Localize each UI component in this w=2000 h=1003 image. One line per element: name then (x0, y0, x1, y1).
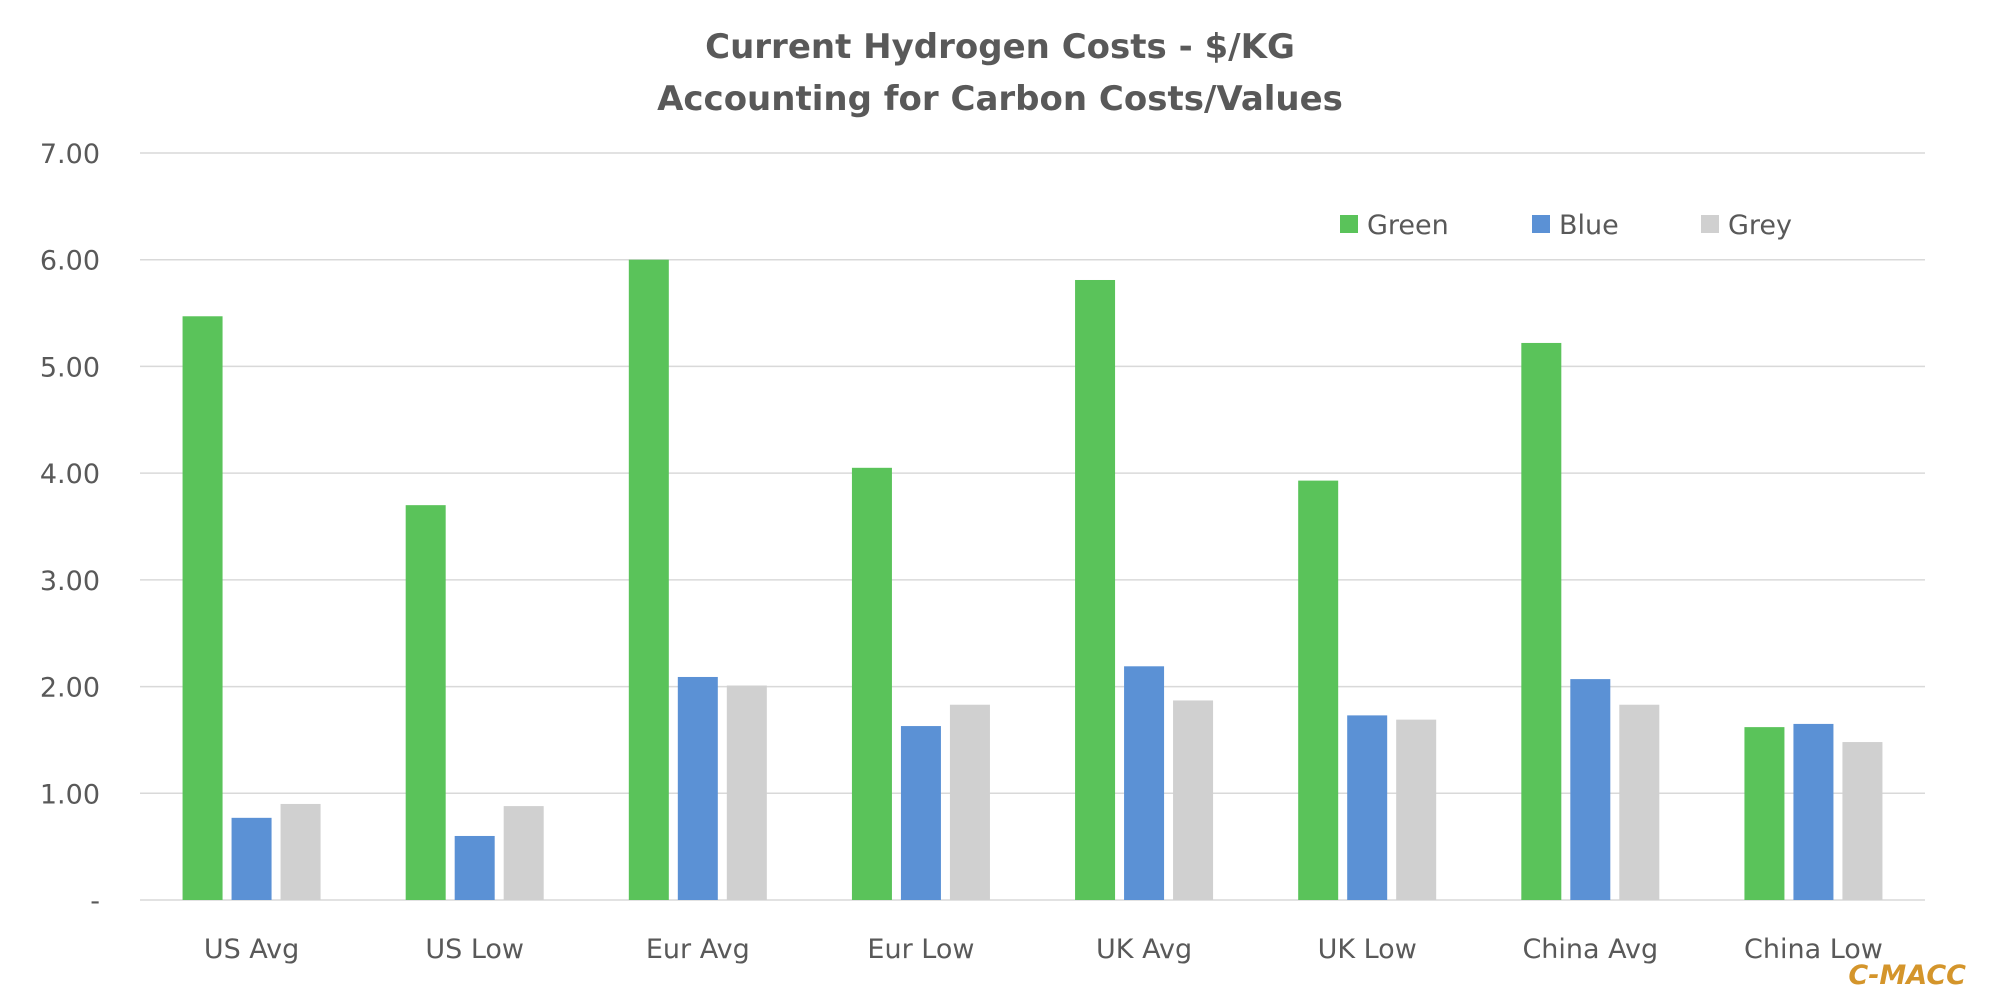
bar-green-us-avg (182, 316, 223, 901)
legend-swatch-grey (1701, 215, 1719, 233)
chart-subtitle: Accounting for Carbon Costs/Values (657, 79, 1343, 119)
legend-label-blue: Blue (1559, 210, 1619, 241)
y-tick-label: 7.00 (40, 139, 100, 170)
x-tick-label: Eur Low (867, 934, 974, 965)
x-tick-label: China Avg (1522, 934, 1658, 965)
x-tick-label: US Avg (204, 934, 300, 965)
bar-green-eur-low (851, 467, 892, 900)
y-tick-label: 5.00 (40, 352, 100, 383)
y-tick-label: - (90, 886, 100, 917)
bar-green-uk-low (1298, 480, 1339, 900)
y-tick-label: 4.00 (40, 459, 100, 490)
bar-grey-china-low (1842, 742, 1883, 900)
x-tick-label: UK Low (1318, 934, 1417, 965)
bar-blue-china-low (1793, 723, 1834, 900)
bar-green-eur-avg (628, 259, 669, 900)
legend-label-grey: Grey (1728, 210, 1792, 241)
bar-grey-us-avg (280, 803, 321, 900)
bar-grey-eur-low (949, 704, 990, 900)
legend-swatch-blue (1532, 215, 1550, 233)
x-axis-ticks: US Avg US Low Eur Avg Eur Low UK Avg UK Low Ch… (204, 934, 1883, 965)
bar-blue-eur-avg (677, 676, 718, 900)
bar-grey-uk-avg (1173, 700, 1214, 900)
bar-blue-uk-low (1347, 715, 1388, 900)
bar-blue-china-avg (1570, 679, 1611, 900)
bar-green-us-low (405, 505, 446, 900)
bar-blue-us-low (454, 835, 495, 900)
bar-blue-us-avg (231, 817, 272, 900)
y-axis-ticks: - 1.00 2.00 3.00 4.00 5.00 6.00 7.00 (40, 139, 100, 917)
bar-green-china-low (1744, 727, 1785, 900)
bars (182, 259, 1883, 901)
bar-blue-eur-low (900, 726, 941, 900)
legend-label-green: Green (1367, 210, 1449, 241)
bar-green-china-avg (1521, 342, 1562, 900)
y-tick-label: 2.00 (40, 673, 100, 704)
x-tick-label: Eur Avg (646, 934, 750, 965)
legend: Green Blue Grey (1340, 210, 1792, 241)
bar-grey-eur-avg (726, 685, 767, 900)
y-tick-label: 1.00 (40, 779, 100, 810)
legend-swatch-green (1340, 215, 1358, 233)
y-tick-label: 3.00 (40, 566, 100, 597)
bar-blue-uk-avg (1124, 666, 1165, 900)
y-tick-label: 6.00 (40, 246, 100, 277)
x-tick-label: UK Avg (1096, 934, 1192, 965)
watermark-logo: C-MACC (1848, 960, 1966, 991)
x-tick-label: US Low (425, 934, 524, 965)
bar-grey-china-avg (1619, 704, 1660, 900)
chart-title: Current Hydrogen Costs - $/KG (705, 27, 1295, 67)
x-tick-label: China Low (1744, 934, 1883, 965)
bar-grey-uk-low (1396, 719, 1437, 900)
bar-grey-us-low (503, 806, 544, 900)
bar-green-uk-avg (1075, 279, 1116, 900)
